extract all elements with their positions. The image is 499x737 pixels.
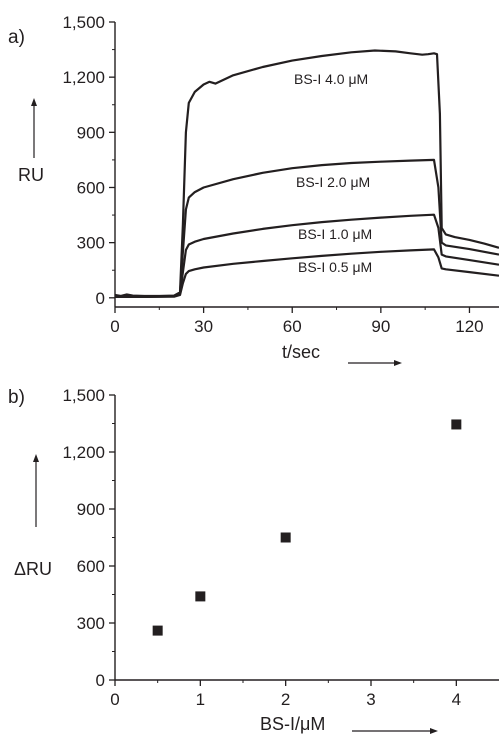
data-point [195,591,206,602]
panel-a-plot-frame [114,22,499,308]
data-point [152,625,163,636]
annotation-bsi-4-0: BS-I 4.0 μM [294,71,368,87]
panel-b-y-axis-arrowhead [33,454,39,462]
y-tick-label: 600 [77,557,105,576]
panel-a-tick-labels: 0 300 600 900 1,200 1,500 0 30 60 90 120 [62,13,483,336]
y-tick-label: 1,500 [62,386,105,405]
series-line-bsi-10 [115,213,499,298]
panel-a-y-axis-title: RU [18,165,44,185]
panel-b-tick-labels: 0 300 600 900 1,200 1,500 0 1 2 3 4 [62,386,461,709]
y-tick-label: 900 [77,500,105,519]
data-point [451,419,462,430]
y-tick-label: 600 [77,178,105,197]
panel-a-label: a) [8,27,25,48]
panel-a-x-axis-arrowhead [394,360,402,366]
y-tick-label: 1,200 [62,443,105,462]
x-tick-label: 2 [281,690,290,709]
panel-a-y-axis-arrowhead [31,98,37,106]
series-line-bsi-20 [115,158,499,298]
panel-b: b) 0 300 600 900 1,200 1,500 0 1 2 3 4 ΔRU BS-I/μM [8,386,499,734]
y-tick-label: 0 [96,289,105,308]
x-tick-label: 60 [283,317,302,336]
x-tick-label: 4 [452,690,461,709]
y-tick-label: 300 [77,614,105,633]
x-tick-label: 3 [366,690,375,709]
panel-b-x-axis-arrowhead [430,728,438,734]
panel-a-axis-ticks [109,21,471,313]
x-tick-label: 0 [110,317,119,336]
annotation-bsi-0-5: BS-I 0.5 μM [298,259,372,275]
y-tick-label: 1,200 [62,68,105,87]
panel-b-plot-frame [114,395,499,681]
panel-a: a) 0 300 600 900 1,200 1,500 0 30 60 90 120 BS-I 4… [8,13,499,366]
panel-b-label: b) [8,387,25,408]
x-tick-label: 120 [455,317,483,336]
x-tick-label: 0 [110,690,119,709]
x-tick-label: 30 [194,317,213,336]
y-tick-label: 900 [77,123,105,142]
data-point [280,532,291,543]
panel-b-points [152,419,462,636]
annotation-bsi-2-0: BS-I 2.0 μM [296,174,370,190]
y-tick-label: 0 [96,671,105,690]
y-tick-label: 1,500 [62,13,105,32]
x-tick-label: 90 [371,317,390,336]
panel-b-axis-ticks [109,394,457,686]
series-line-bsi-05 [115,248,499,298]
y-tick-label: 300 [77,234,105,253]
panel-b-x-axis-title: BS-I/μM [260,714,325,734]
panel-b-y-axis-title: ΔRU [14,559,52,579]
annotation-bsi-1-0: BS-I 1.0 μM [298,226,372,242]
panel-a-series [114,49,499,298]
x-tick-label: 1 [196,690,205,709]
panel-a-x-axis-title: t/sec [282,342,320,362]
